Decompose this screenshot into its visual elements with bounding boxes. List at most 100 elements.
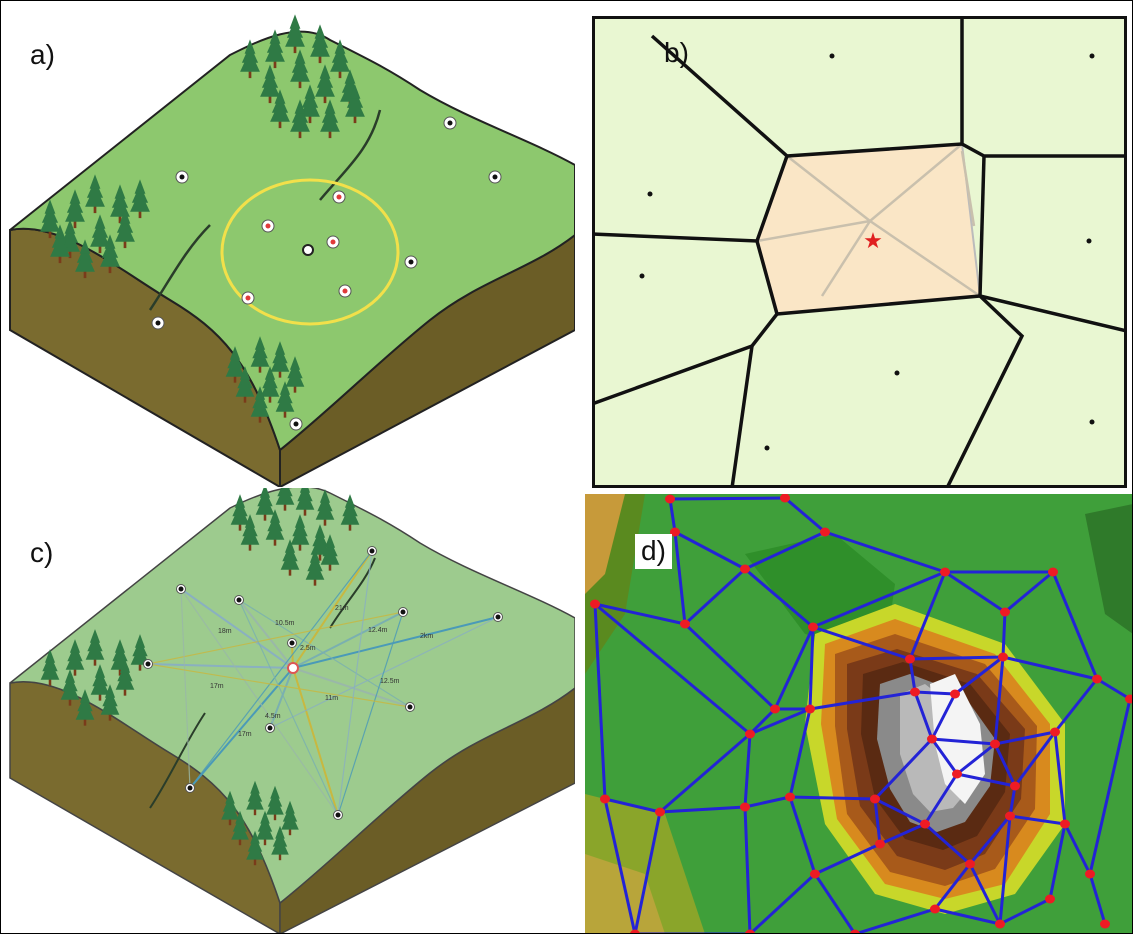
overlap-edges [756, 143, 981, 298]
tree-icon [115, 209, 135, 249]
stream-line [319, 109, 382, 201]
tin-edge [1013, 731, 1057, 787]
tree-icon [310, 24, 330, 64]
distance-label: 12.5m [380, 678, 400, 685]
tin-edge [931, 737, 996, 746]
distance-line [180, 588, 294, 669]
tin-edge [744, 567, 814, 629]
tree-icon [240, 514, 260, 551]
tin-edge [744, 795, 791, 809]
tin-vertex [1125, 694, 1133, 704]
tree-icon [250, 386, 270, 423]
tree-icon [75, 239, 95, 279]
tree-group [40, 488, 360, 866]
terrain-block-a [9, 14, 575, 487]
tin-edge [873, 737, 934, 801]
tin-edge [743, 733, 752, 808]
tin-edge [1001, 611, 1007, 658]
distance-labels: 18m 10.5m 21m 2.5m 12.4m 2km 17m 4.5m 11m 12.5m 17… [210, 605, 433, 738]
tin-edge [814, 842, 881, 876]
tin-vertex [665, 494, 675, 504]
tin-edge [1002, 655, 1098, 681]
tin-vertex [850, 929, 860, 934]
stream-line [329, 557, 376, 629]
tree-icon [65, 639, 85, 676]
tin-edge [968, 863, 1002, 925]
tin-vertex [770, 704, 780, 714]
tin-edge [1053, 678, 1099, 733]
tree-icon [250, 336, 270, 373]
tree-icon [315, 489, 335, 526]
tin-edge [1008, 785, 1017, 817]
distance-line [269, 667, 294, 729]
tin-vertex [740, 564, 750, 574]
tin-vertex [950, 689, 960, 699]
tin-vertex [670, 527, 680, 537]
tin-vertex [910, 687, 920, 697]
tin-vertex [952, 769, 962, 779]
tin-vertex [655, 807, 665, 817]
tree-icon [260, 64, 280, 104]
tin-vertex [1060, 819, 1070, 829]
distance-line [238, 599, 411, 708]
tin-edge [673, 531, 687, 625]
sample-points [151, 116, 502, 431]
tin-edge [669, 496, 786, 501]
tin-edge [930, 693, 957, 740]
tin-surface [585, 494, 1133, 934]
tin-edge [998, 815, 1012, 925]
tin-edge [784, 496, 826, 534]
tin-edge [874, 797, 926, 826]
tin-edge [788, 708, 812, 798]
ground-surface [9, 488, 575, 905]
tin-edge [748, 707, 777, 736]
stream-line [148, 224, 211, 311]
voronoi-sites [639, 53, 1095, 451]
tin-edge [1004, 570, 1054, 614]
tree-icon [85, 174, 105, 214]
distance-label: 12.4m [368, 627, 388, 634]
tin-edge [956, 772, 1016, 788]
tree-icon [281, 800, 299, 836]
tin-edge [633, 811, 662, 934]
tree-icon [340, 494, 360, 531]
tree-icon [100, 684, 120, 721]
tree-icon [50, 224, 70, 264]
tin-edge [993, 656, 1005, 745]
tin-vertex [808, 622, 818, 632]
distance-lines [147, 550, 499, 816]
tin-vertex [590, 599, 600, 609]
tin-edge [683, 622, 777, 711]
distance-line [292, 667, 339, 816]
tin-edge [908, 571, 947, 660]
tree-icon [240, 39, 260, 79]
tree-icon [345, 84, 365, 124]
tin-edge [659, 805, 746, 814]
panel-a-idw-terrain: a) [0, 0, 575, 487]
tree-icon [115, 659, 135, 696]
tree-icon [266, 785, 284, 821]
tin-edge [954, 655, 1004, 696]
distance-line [180, 588, 339, 816]
tin-edge [659, 732, 751, 814]
tree-icon [315, 64, 335, 104]
panel-b-border [592, 16, 1127, 488]
panel-label-d: d) [635, 534, 672, 569]
tree-icon [256, 810, 274, 846]
tin-vertex [745, 729, 755, 739]
tree-icon [90, 664, 110, 701]
tin-edge [594, 602, 686, 626]
distance-label: 17m [238, 731, 252, 738]
tin-edge [968, 815, 1012, 865]
tin-vertex [1045, 894, 1055, 904]
tin-vertex [780, 494, 790, 503]
voronoi-diagram: ★ [592, 16, 1127, 488]
tin-vertex [745, 929, 755, 934]
distance-label: 17m [210, 683, 224, 690]
tree-icon [300, 84, 320, 124]
tin-edge [930, 738, 959, 775]
tin-edge [604, 797, 661, 814]
tin-edge [1096, 677, 1131, 701]
tin-edge [812, 570, 946, 629]
distance-line [292, 667, 411, 708]
